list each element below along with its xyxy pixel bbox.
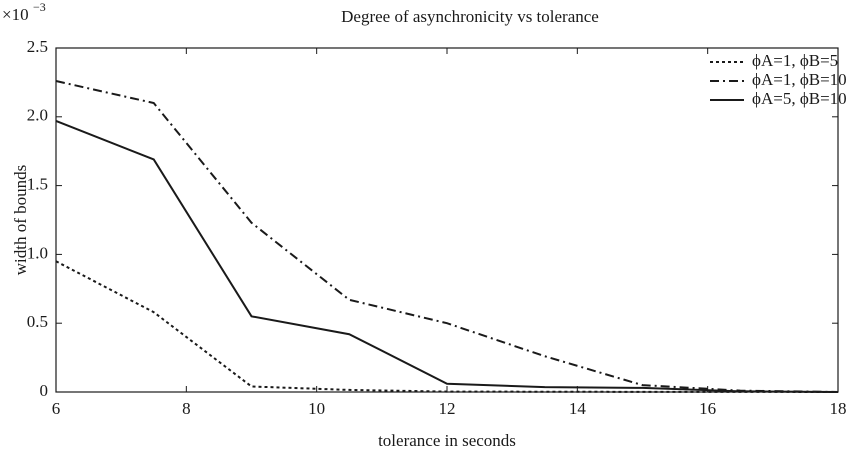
legend-label: ϕA=1, ϕB=10 <box>752 70 847 89</box>
y-scale-base: ×10 <box>2 5 29 24</box>
y-tick-label: 0.5 <box>27 312 48 331</box>
legend-label: ϕA=5, ϕB=10 <box>752 89 847 108</box>
y-tick-label: 1.5 <box>27 175 48 194</box>
y-tick-label: 2.0 <box>27 106 48 125</box>
x-tick-label: 14 <box>569 399 587 418</box>
x-tick-label: 12 <box>439 399 456 418</box>
series-line <box>55 260 839 393</box>
series-line <box>55 80 839 393</box>
y-tick-label: 2.5 <box>27 37 48 56</box>
x-tick-label: 16 <box>699 399 716 418</box>
x-tick-label: 18 <box>830 399 847 418</box>
y-tick-label: 0 <box>40 381 49 400</box>
series-line <box>55 119 839 393</box>
chart-title: Degree of asynchronicity vs tolerance <box>341 7 599 26</box>
y-tick-label: 1.0 <box>27 243 48 262</box>
x-tick-label: 10 <box>308 399 325 418</box>
legend-label: ϕA=1, ϕB=5 <box>752 51 838 70</box>
y-axis-label: width of bounds <box>11 165 30 276</box>
y-scale-exponent: −3 <box>33 0 46 14</box>
x-tick-label: 8 <box>182 399 191 418</box>
x-tick-label: 6 <box>52 399 61 418</box>
x-axis-label: tolerance in seconds <box>378 431 516 450</box>
